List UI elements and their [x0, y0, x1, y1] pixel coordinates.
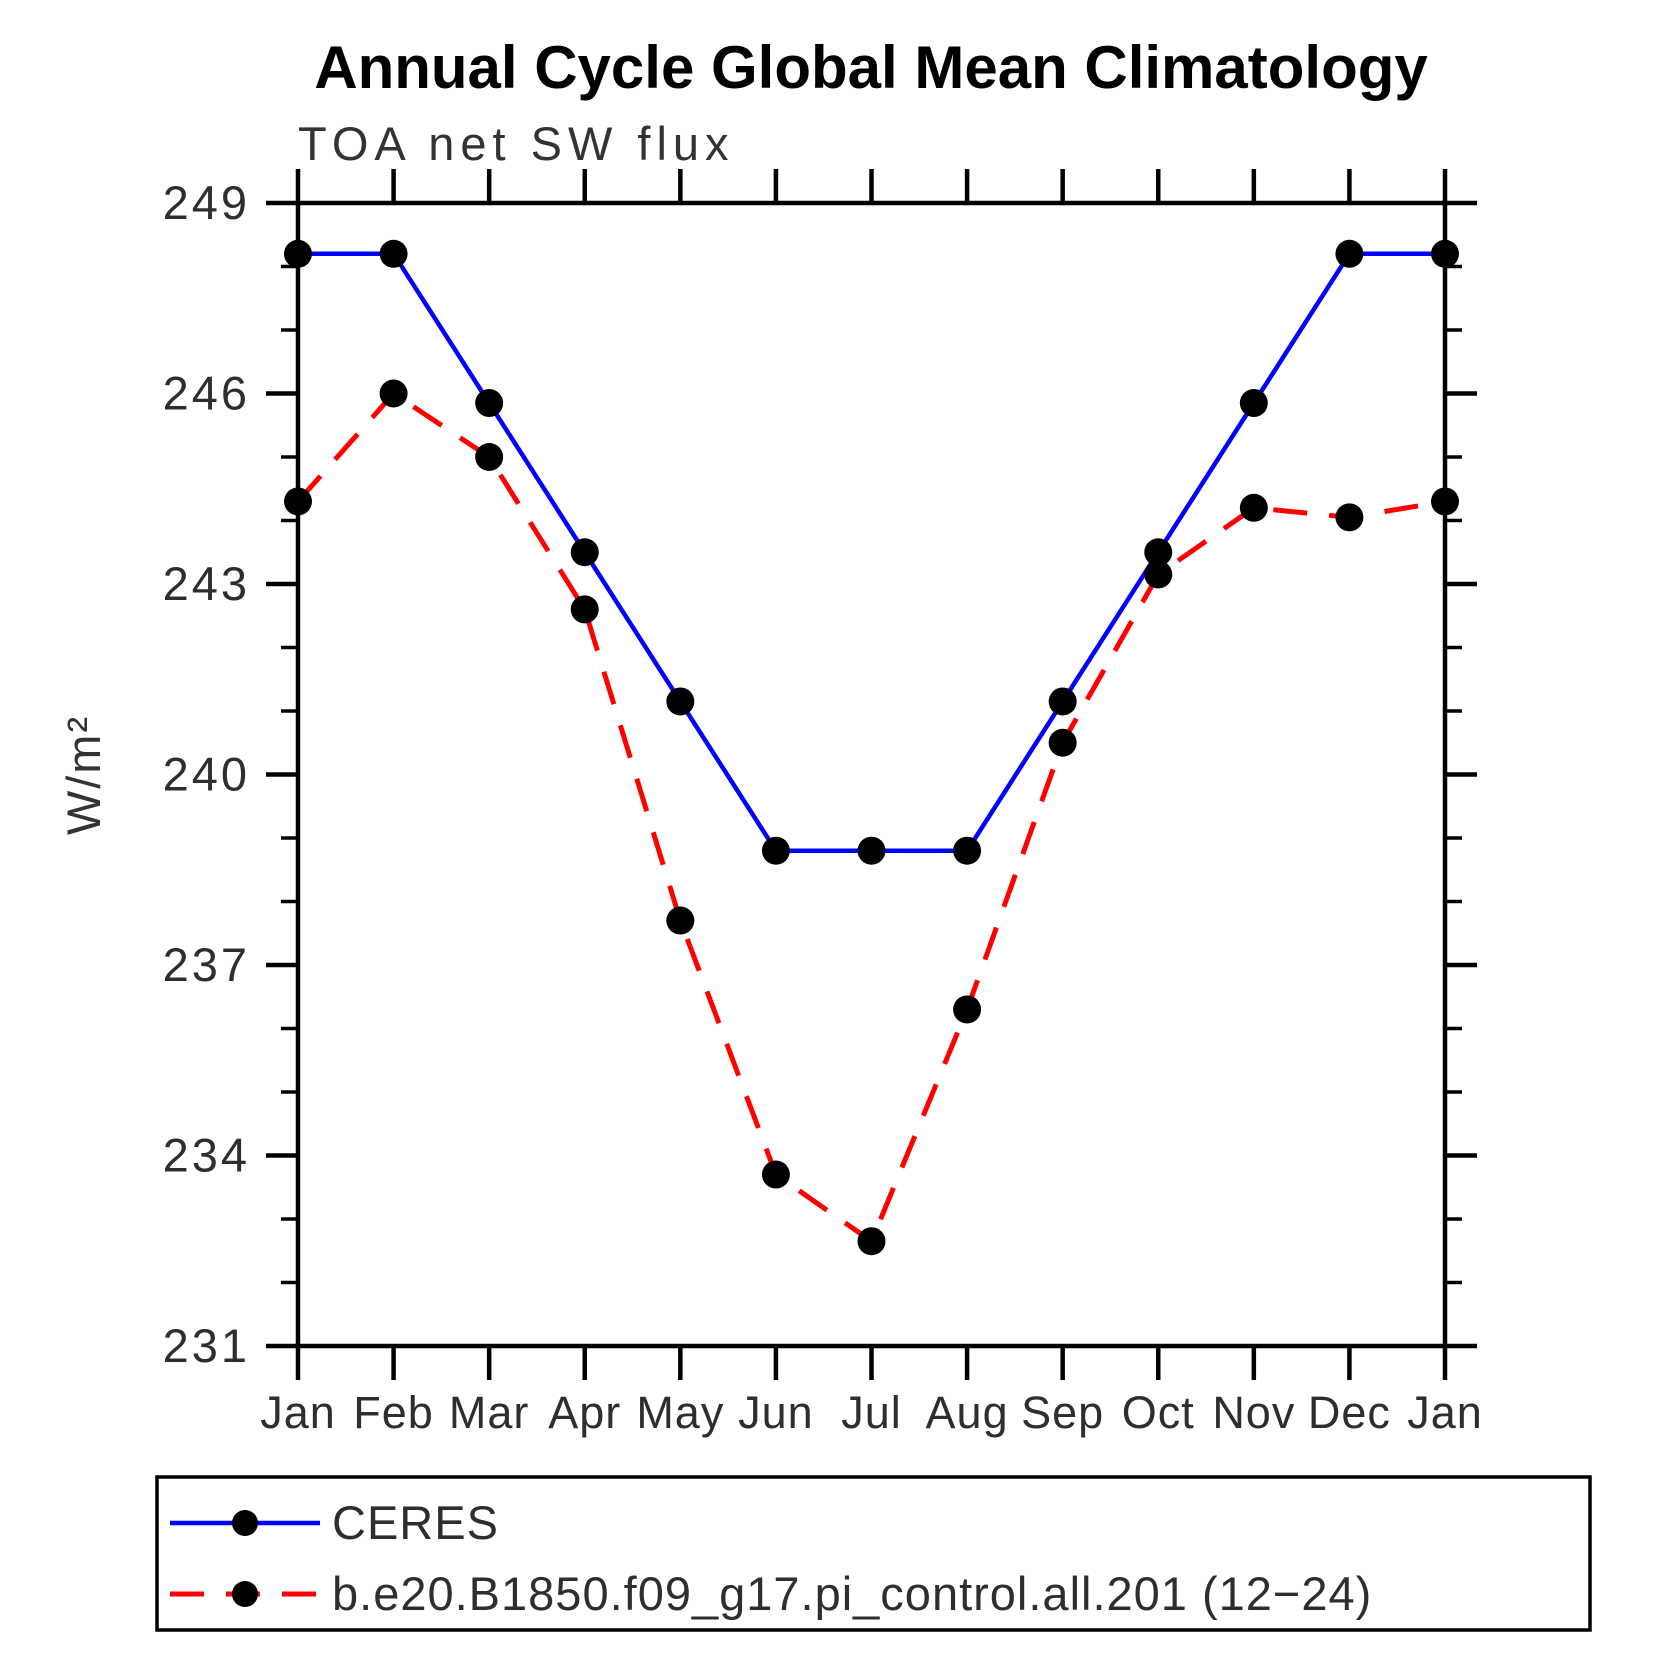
data-point-marker: [666, 906, 695, 935]
data-point-marker: [1239, 389, 1268, 418]
x-tick-label: Jan: [1407, 1387, 1483, 1438]
x-tick-label: Oct: [1122, 1387, 1195, 1438]
x-tick-label: Jan: [260, 1387, 336, 1438]
data-point-marker: [1144, 560, 1173, 589]
data-series: [284, 239, 1459, 1256]
data-point-marker: [1048, 687, 1077, 716]
plot-frame: [295, 200, 1448, 1349]
data-point-marker: [1144, 538, 1173, 567]
data-point-marker: [379, 239, 408, 268]
data-point-marker: [857, 1227, 886, 1256]
legend-item-ceres: CERES: [170, 1496, 499, 1549]
legend-label-model: b.e20.B1850.f09_g17.pi_control.all.201 (…: [332, 1567, 1372, 1620]
chart-subtitle: TOA net SW flux: [298, 117, 735, 170]
data-point-marker: [475, 389, 504, 418]
x-tick-label: Sep: [1021, 1387, 1104, 1438]
legend-marker-icon: [232, 1581, 258, 1607]
x-tick-label: May: [636, 1387, 724, 1438]
chart-title: Annual Cycle Global Mean Climatology: [314, 34, 1428, 101]
x-tick-label: Feb: [353, 1387, 434, 1438]
data-point-marker: [1335, 239, 1364, 268]
y-tick-label: 243: [163, 557, 250, 610]
y-tick-label: 249: [163, 176, 250, 229]
axis-tick-labels: 231 234 237 240 243 246 249 Jan Feb Mar Apr May Jun J…: [163, 176, 1483, 1438]
data-point-marker: [953, 836, 982, 865]
data-point-marker: [570, 595, 599, 624]
data-point-marker: [666, 687, 695, 716]
data-point-marker: [761, 836, 790, 865]
x-tick-label: Apr: [548, 1387, 621, 1438]
legend-item-model: b.e20.B1850.f09_g17.pi_control.all.201 (…: [170, 1567, 1372, 1620]
y-tick-label: 240: [163, 748, 250, 801]
x-tick-label: Jul: [841, 1387, 902, 1438]
data-point-marker: [1335, 503, 1364, 532]
data-point-marker: [857, 836, 886, 865]
data-point-marker: [475, 443, 504, 471]
series-line-0: [298, 251, 1445, 853]
y-tick-label: 231: [163, 1319, 250, 1372]
y-tick-label: 237: [163, 938, 250, 991]
data-point-marker: [761, 1160, 790, 1189]
series-line-1: [296, 390, 1446, 1246]
legend-label-ceres: CERES: [332, 1496, 499, 1549]
y-tick-label: 234: [163, 1129, 250, 1182]
x-tick-label: Mar: [449, 1387, 530, 1438]
legend-box: [155, 1475, 1592, 1632]
data-point-marker: [570, 538, 599, 567]
legend-marker-icon: [232, 1510, 258, 1536]
x-tick-label: Aug: [926, 1387, 1009, 1438]
legend: CERES b.e20.B1850.f09_g17.pi_control.all…: [155, 1475, 1592, 1632]
data-point-marker: [1239, 493, 1268, 522]
y-tick-label: 246: [163, 367, 250, 420]
axis-ticks: [266, 169, 1477, 1380]
data-point-marker: [1048, 728, 1077, 757]
x-tick-label: Nov: [1212, 1387, 1295, 1438]
data-point-marker: [379, 379, 408, 408]
y-axis-label: W/m²: [57, 715, 110, 835]
data-point-marker: [953, 995, 982, 1024]
x-tick-label: Dec: [1308, 1387, 1391, 1438]
x-tick-label: Jun: [738, 1387, 814, 1438]
